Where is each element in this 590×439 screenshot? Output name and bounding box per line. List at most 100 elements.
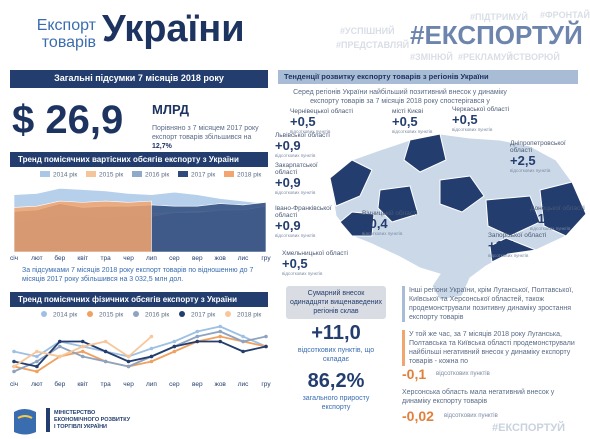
x-tick-label: гру	[261, 381, 271, 388]
legend-swatch	[87, 311, 93, 317]
point	[218, 324, 222, 329]
map-region	[403, 133, 447, 173]
legend-swatch	[224, 171, 234, 177]
hashtag-footer: #ЕКСПОРТУЙ	[492, 422, 566, 434]
region-unit: відсоткових пунктів	[452, 127, 493, 132]
x-tick-label: лют	[31, 381, 43, 388]
hashtag-main: #ЕКСПОРТУЙ	[410, 20, 583, 50]
map-region	[339, 211, 375, 237]
title-small: Експорт товарів	[36, 17, 96, 51]
x-tick-label: вер	[192, 381, 203, 388]
point	[172, 344, 177, 349]
legend-swatch	[40, 171, 50, 177]
point	[126, 359, 131, 364]
line	[13, 340, 267, 368]
hashtag: #ФРОНТАЙ	[540, 10, 590, 20]
point	[103, 339, 108, 344]
legend-label: 2018 рік	[237, 311, 261, 319]
comparison-value: 12,7%	[152, 143, 172, 150]
chart: січ лют бер квіт тра чер лип сер вер жов лис гру 201…	[10, 171, 271, 263]
legend-label: 2017 рік	[191, 171, 215, 179]
line	[13, 335, 267, 373]
note-others: Інші регіони України, крім Луганської, П…	[402, 286, 578, 322]
region-unit: відсоткових пунктів	[275, 190, 316, 195]
legend-swatch	[86, 171, 96, 177]
region-value: +0,4	[362, 216, 388, 231]
region-unit: відсоткових пунктів	[275, 153, 316, 158]
regions-banner: Тенденції розвитку експорту товарів з ре…	[278, 70, 578, 84]
point	[35, 359, 39, 364]
point	[218, 334, 222, 339]
region-label: Донецької області +1,7 відсоткових пунктів	[530, 205, 590, 231]
point	[218, 339, 222, 344]
x-tick-label: лип	[146, 381, 157, 388]
point	[218, 329, 222, 334]
x-tick-label: жов	[214, 381, 226, 388]
region-label: Хмельницької області +0,5 відсоткових пунк…	[282, 250, 348, 276]
point	[195, 334, 200, 339]
note-negative: У той же час, за 7 місяців 2018 року Луг…	[402, 330, 578, 366]
x-tick-label: жов	[214, 255, 226, 262]
x-tick-label: тра	[101, 255, 112, 262]
chart-banner: Тренд помісячних вартісних обсягів експо…	[10, 152, 268, 167]
point	[149, 354, 154, 359]
region-name: Закарпатської області	[275, 162, 318, 176]
legend-label: 2016 рік	[145, 171, 169, 179]
x-tick-label: тра	[101, 381, 112, 388]
region-value: +0,9	[275, 138, 301, 153]
x-tick-label: гру	[261, 255, 271, 262]
point	[35, 354, 39, 359]
title-big: України	[102, 8, 245, 50]
region-unit: відсоткових пунктів	[362, 231, 403, 236]
total-share-label: загального приросту експорту	[302, 395, 370, 411]
region-unit: відсоткових пунктів	[282, 271, 323, 276]
point	[80, 344, 85, 349]
kherson-value: -0,02	[402, 408, 434, 424]
region-name: Чернівецької області	[290, 108, 353, 115]
legend-label: 2015 рік	[99, 311, 123, 319]
hashtag: #ПІДТРИМУЙ	[470, 12, 528, 22]
point	[12, 359, 16, 364]
ministry-line: І ТОРГІВЛІ УКРАЇНИ	[54, 424, 107, 430]
map-region	[485, 195, 541, 237]
legend-label: 2015 рік	[99, 171, 123, 179]
map-region	[329, 159, 373, 207]
region-name: Івано-Франківської області	[275, 205, 332, 219]
region-unit: відсоткових пунктів	[392, 129, 433, 134]
point	[103, 359, 108, 364]
legend-swatch	[179, 311, 185, 317]
amount-unit: МЛРД	[152, 102, 190, 117]
region-name: місті Києві	[392, 108, 424, 115]
region-unit: відсоткових пунктів	[275, 233, 316, 238]
point	[126, 354, 131, 359]
point	[80, 349, 85, 354]
comparison-text: Порівняно з 7 місяцем 2017 року експорт …	[152, 125, 259, 141]
region-value: +2,5	[510, 153, 536, 168]
line	[13, 330, 267, 373]
region-label: Івано-Франківської області +0,9 відсоткови…	[275, 205, 341, 238]
chart: січ лют бер квіт тра чер лип сер вер жов лис гру 201…	[10, 311, 271, 389]
x-tick-label: сер	[169, 255, 180, 262]
point	[195, 329, 200, 334]
region-name: Дніпропетровської області	[510, 140, 566, 154]
regions-intro: Серед регіонів України найбільший позити…	[293, 89, 507, 105]
region-label: місті Києві +0,5 відсоткових пунктів	[392, 108, 458, 134]
point	[241, 349, 245, 354]
point	[58, 344, 62, 349]
comparison: Порівняно з 7 місяцем 2017 року експорт …	[152, 124, 270, 151]
total-value: +11,0	[311, 322, 361, 344]
x-tick-label: січ	[10, 254, 18, 262]
point	[172, 349, 177, 354]
point	[195, 339, 200, 344]
region-value: +0,5	[290, 114, 316, 129]
point	[35, 369, 39, 374]
value-caption: За підсумками 7 місяців 2018 року експор…	[22, 267, 254, 283]
point	[149, 359, 154, 364]
point	[126, 364, 131, 369]
legend-label: 2017 рік	[191, 311, 215, 319]
total-label: Сумарний внесок одинадцяти вищенаведених…	[286, 286, 386, 319]
total-share: 86,2%	[307, 370, 365, 392]
x-tick-label: квіт	[77, 380, 88, 388]
point	[149, 334, 154, 339]
